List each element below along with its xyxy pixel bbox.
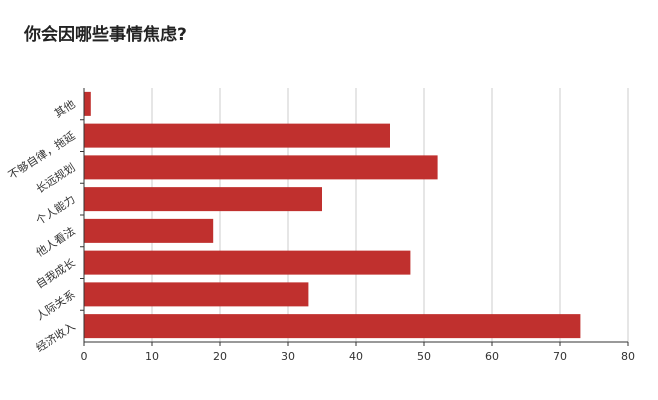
bar (84, 187, 322, 212)
chart-title: 你会因哪些事情焦虑? (24, 25, 187, 45)
bar (84, 91, 91, 116)
category-label: 长远规划 (33, 160, 78, 196)
category-label: 个人能力 (33, 192, 78, 228)
x-tick-label: 60 (485, 350, 499, 363)
bar (84, 123, 390, 148)
x-tick-label: 0 (81, 350, 88, 363)
bar (84, 155, 438, 180)
bar (84, 218, 214, 243)
x-tick-labels: 0 10 20 30 40 50 60 70 80 (81, 350, 636, 363)
category-label: 经济收入 (33, 319, 78, 355)
x-tick-label: 70 (553, 350, 567, 363)
category-label: 自我成长 (34, 256, 78, 291)
axes (80, 88, 629, 346)
x-tick-label: 10 (145, 350, 159, 363)
x-tick-label: 50 (417, 350, 431, 363)
category-label: 人际关系 (33, 287, 78, 323)
category-label: 他人看法 (33, 224, 78, 260)
category-label: 其他 (52, 97, 78, 120)
bar (84, 250, 411, 275)
x-tick-label: 80 (621, 350, 635, 363)
bar (84, 314, 581, 339)
x-tick-label: 20 (213, 350, 227, 363)
bars (84, 91, 581, 339)
bar (84, 282, 309, 307)
x-tick-label: 40 (349, 350, 363, 363)
x-tick-label: 30 (281, 350, 295, 363)
